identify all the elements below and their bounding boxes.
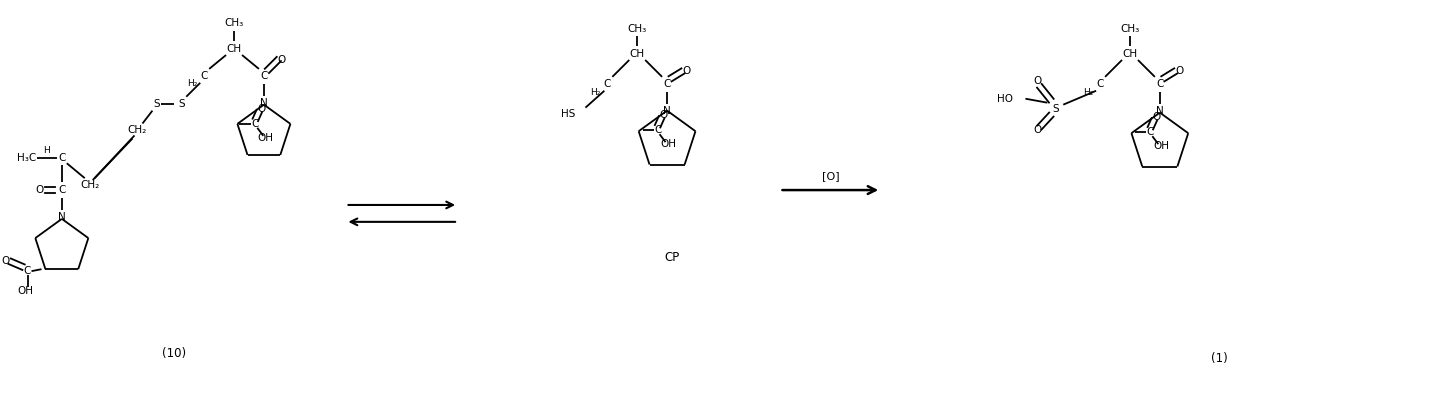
Text: O: O	[1152, 112, 1160, 122]
Text: CH₃: CH₃	[1120, 24, 1139, 34]
Text: S: S	[1052, 104, 1059, 114]
Text: CH₃: CH₃	[627, 24, 647, 34]
Text: C: C	[200, 71, 207, 81]
Text: C: C	[260, 71, 267, 81]
Text: O: O	[683, 66, 692, 76]
Text: OH: OH	[1153, 141, 1169, 151]
Text: HO: HO	[997, 94, 1013, 104]
Text: CH: CH	[1122, 49, 1137, 59]
Text: O: O	[1176, 66, 1183, 76]
Text: N: N	[260, 98, 267, 108]
Text: H: H	[43, 146, 50, 155]
Text: N: N	[59, 212, 66, 222]
Text: C: C	[24, 266, 31, 276]
Text: CH₂: CH₂	[127, 126, 147, 136]
Text: CH₃: CH₃	[224, 18, 244, 28]
Text: C: C	[1096, 79, 1103, 89]
Text: O: O	[659, 110, 667, 120]
Text: [O]: [O]	[822, 171, 839, 181]
Text: C: C	[663, 79, 670, 89]
Text: O: O	[257, 104, 266, 114]
Text: OH: OH	[660, 139, 676, 149]
Text: C: C	[1146, 127, 1155, 137]
Text: (1): (1)	[1212, 352, 1228, 365]
Text: C: C	[59, 185, 66, 195]
Text: S: S	[179, 99, 184, 109]
Text: N: N	[1156, 106, 1163, 116]
Text: H₂: H₂	[590, 88, 600, 97]
Text: H₂: H₂	[1083, 88, 1093, 97]
Text: CH₂: CH₂	[80, 180, 100, 190]
Text: O: O	[1033, 126, 1042, 136]
Text: O: O	[277, 55, 286, 65]
Text: C: C	[59, 153, 66, 163]
Text: CP: CP	[664, 251, 680, 264]
Text: CH: CH	[630, 49, 644, 59]
Text: N: N	[663, 106, 672, 116]
Text: OH: OH	[17, 286, 33, 296]
Text: O: O	[36, 185, 44, 195]
Text: (10): (10)	[163, 348, 186, 360]
Text: C: C	[603, 79, 612, 89]
Text: C: C	[654, 125, 662, 135]
Text: O: O	[1033, 76, 1042, 86]
Text: CH: CH	[226, 44, 242, 54]
Text: O: O	[1, 256, 10, 266]
Text: C: C	[1156, 79, 1163, 89]
Text: H₂: H₂	[187, 79, 197, 88]
Text: C: C	[252, 119, 259, 129]
Text: H₃C: H₃C	[17, 153, 36, 163]
Text: OH: OH	[257, 133, 273, 143]
Text: HS: HS	[562, 109, 576, 119]
Text: S: S	[153, 99, 160, 109]
